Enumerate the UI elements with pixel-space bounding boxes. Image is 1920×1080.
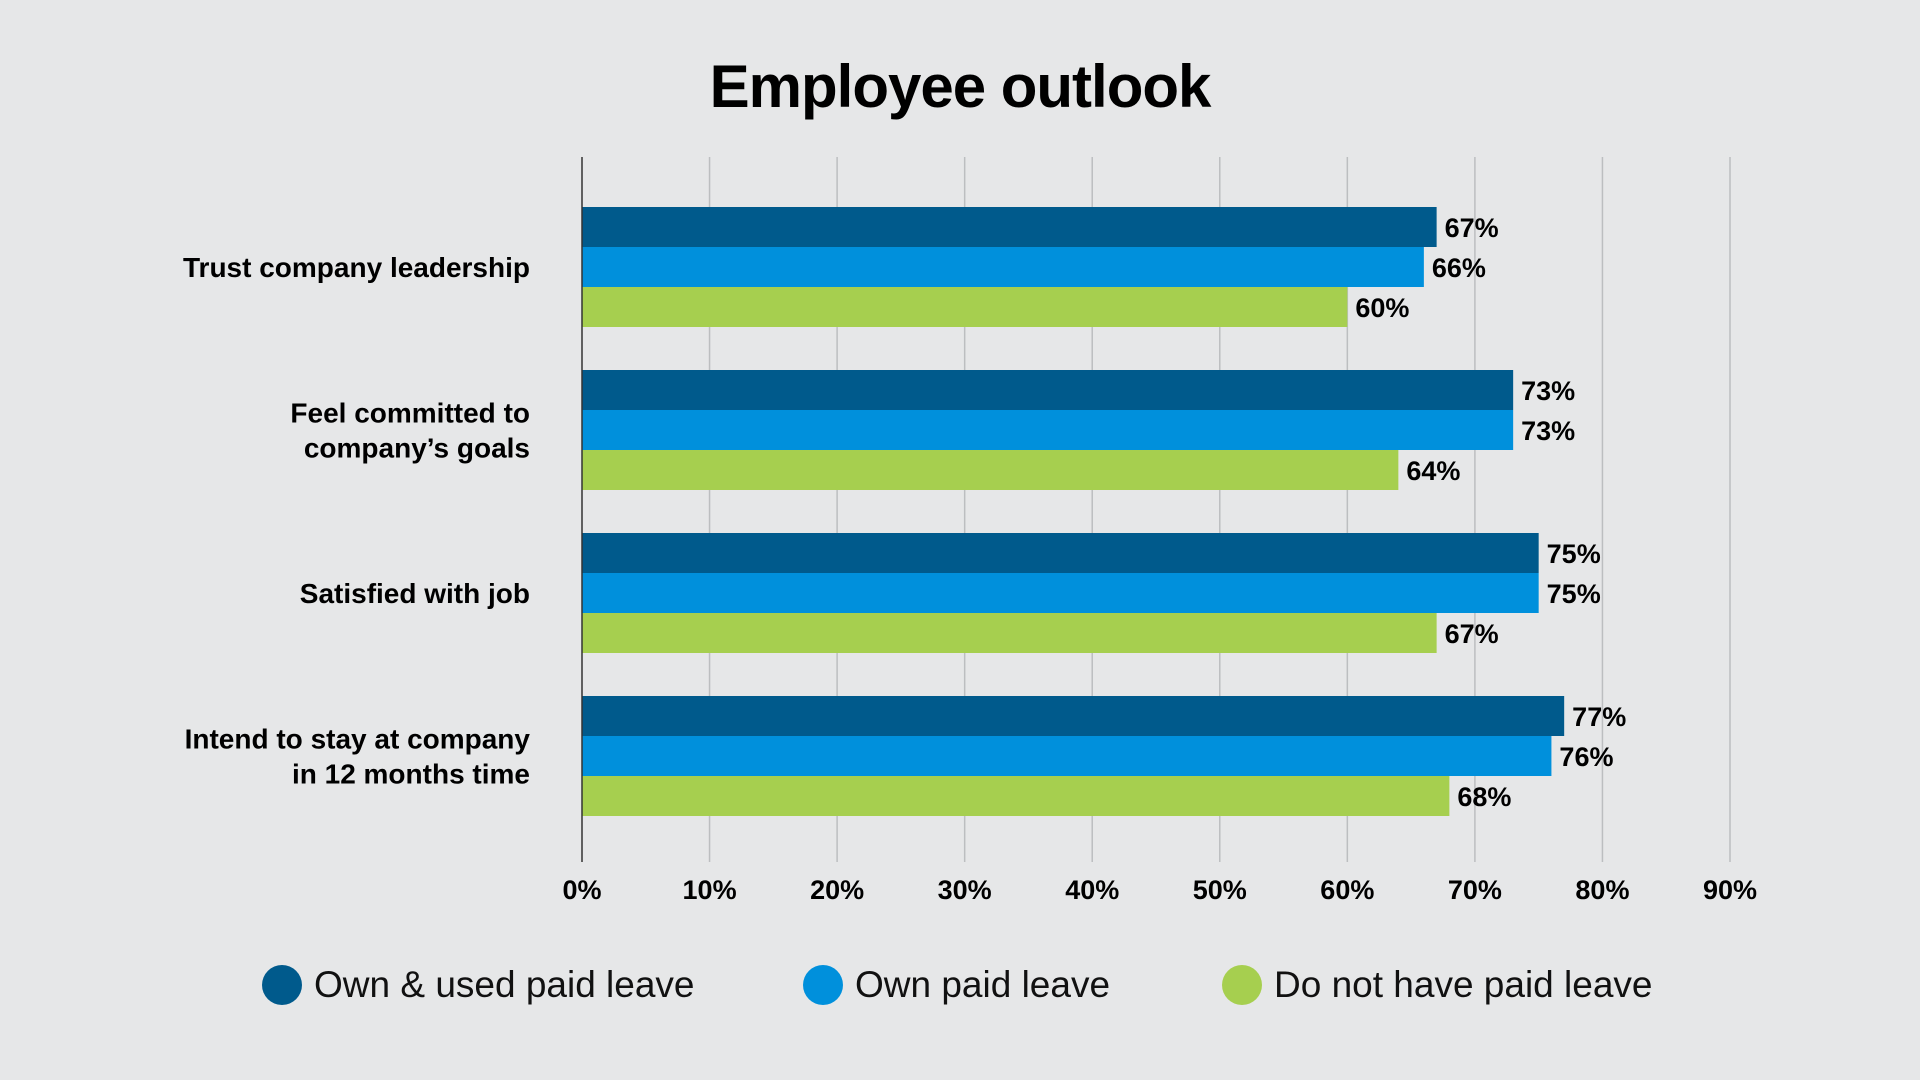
- bar: [582, 696, 1565, 736]
- category-label-line: Intend to stay at company: [185, 724, 531, 755]
- x-tick-label: 90%: [1703, 875, 1757, 905]
- data-label: 73%: [1521, 416, 1575, 446]
- chart-title: Employee outlook: [709, 53, 1212, 120]
- x-tick-label: 10%: [683, 875, 737, 905]
- data-label: 66%: [1432, 253, 1486, 283]
- legend-swatch: [262, 965, 302, 1005]
- bar: [582, 247, 1424, 287]
- x-tick-label: 70%: [1448, 875, 1502, 905]
- legend-label: Own paid leave: [855, 964, 1111, 1005]
- legend-item: Own paid leave: [803, 963, 1110, 1007]
- bar: [582, 573, 1539, 613]
- bar: [582, 533, 1539, 573]
- category-label-line: Satisfied with job: [300, 578, 530, 609]
- data-label: 64%: [1406, 456, 1460, 486]
- legend-label: Own & used paid leave: [314, 964, 695, 1005]
- category-label-line: Trust company leadership: [183, 252, 530, 283]
- x-tick-label: 50%: [1193, 875, 1247, 905]
- data-label: 73%: [1521, 376, 1575, 406]
- data-label: 68%: [1457, 782, 1511, 812]
- data-label: 60%: [1355, 293, 1409, 323]
- bar: [582, 736, 1552, 776]
- x-tick-label: 40%: [1065, 875, 1119, 905]
- x-tick-label: 20%: [810, 875, 864, 905]
- legend-swatch: [1222, 965, 1262, 1005]
- x-tick-label: 30%: [938, 875, 992, 905]
- category-label: Trust company leadership: [183, 252, 530, 283]
- data-label: 67%: [1445, 213, 1499, 243]
- category-label-line: in 12 months time: [292, 759, 530, 790]
- legend-swatch: [803, 965, 843, 1005]
- x-tick-label: 60%: [1320, 875, 1374, 905]
- bar: [582, 613, 1437, 653]
- x-tick-label: 80%: [1575, 875, 1629, 905]
- data-label: 75%: [1547, 539, 1601, 569]
- x-tick-label: 0%: [562, 875, 601, 905]
- data-label: 76%: [1559, 742, 1613, 772]
- data-label: 75%: [1547, 579, 1601, 609]
- legend-label: Do not have paid leave: [1274, 964, 1653, 1005]
- data-label: 67%: [1445, 619, 1499, 649]
- bar: [582, 207, 1437, 247]
- category-label-line: company’s goals: [304, 433, 530, 464]
- bar: [582, 776, 1450, 816]
- bar: [582, 410, 1514, 450]
- data-label: 77%: [1572, 702, 1626, 732]
- bar: [582, 287, 1348, 327]
- legend: Own & used paid leave Own paid leave Do no…: [0, 963, 1920, 1007]
- bar: [582, 370, 1514, 410]
- category-label: Satisfied with job: [300, 578, 530, 609]
- category-label: Intend to stay at company in 12 months ti…: [185, 724, 531, 790]
- bar: [582, 450, 1399, 490]
- legend-item: Do not have paid leave: [1222, 963, 1653, 1007]
- legend-item: Own & used paid leave: [262, 963, 695, 1007]
- category-label: Feel committed to company’s goals: [290, 398, 530, 464]
- category-label-line: Feel committed to: [290, 398, 530, 429]
